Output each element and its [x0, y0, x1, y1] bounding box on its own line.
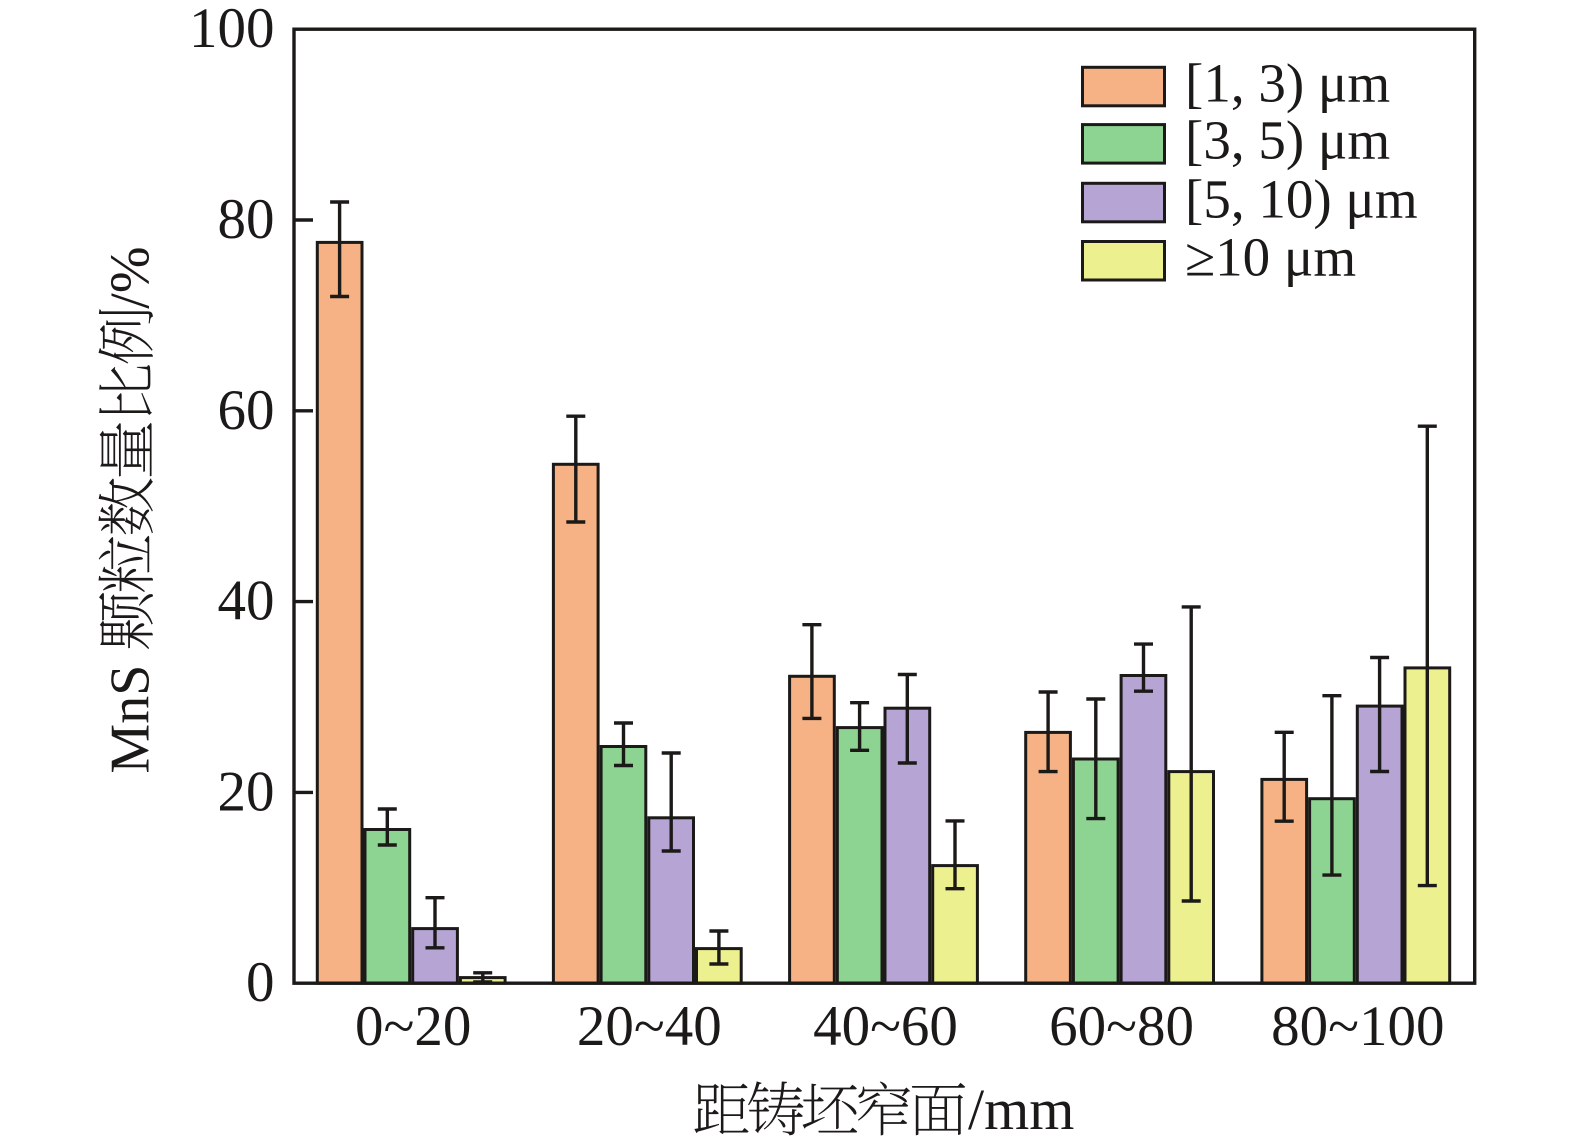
svg-text:100: 100: [189, 0, 275, 60]
svg-text:/%: /%: [100, 246, 162, 308]
svg-text:20~40: 20~40: [577, 995, 722, 1058]
svg-text:[5, 10) μm: [5, 10) μm: [1185, 168, 1418, 229]
svg-text:80: 80: [218, 188, 275, 251]
svg-text:0~20: 0~20: [355, 995, 471, 1058]
svg-text:80~100: 80~100: [1271, 995, 1444, 1058]
svg-text:20: 20: [218, 760, 275, 823]
svg-text:MnS: MnS: [100, 665, 162, 774]
svg-text:0: 0: [246, 951, 275, 1014]
svg-text:60: 60: [218, 379, 275, 442]
svg-text:≥10 μm: ≥10 μm: [1185, 227, 1356, 288]
svg-text:[1, 3) μm: [1, 3) μm: [1185, 52, 1390, 113]
svg-text:60~80: 60~80: [1049, 995, 1194, 1058]
svg-text:/mm: /mm: [968, 1077, 1074, 1142]
svg-text:40~60: 40~60: [813, 995, 958, 1058]
svg-text:[3, 5) μm: [3, 5) μm: [1185, 110, 1390, 171]
svg-text:40: 40: [218, 570, 275, 633]
